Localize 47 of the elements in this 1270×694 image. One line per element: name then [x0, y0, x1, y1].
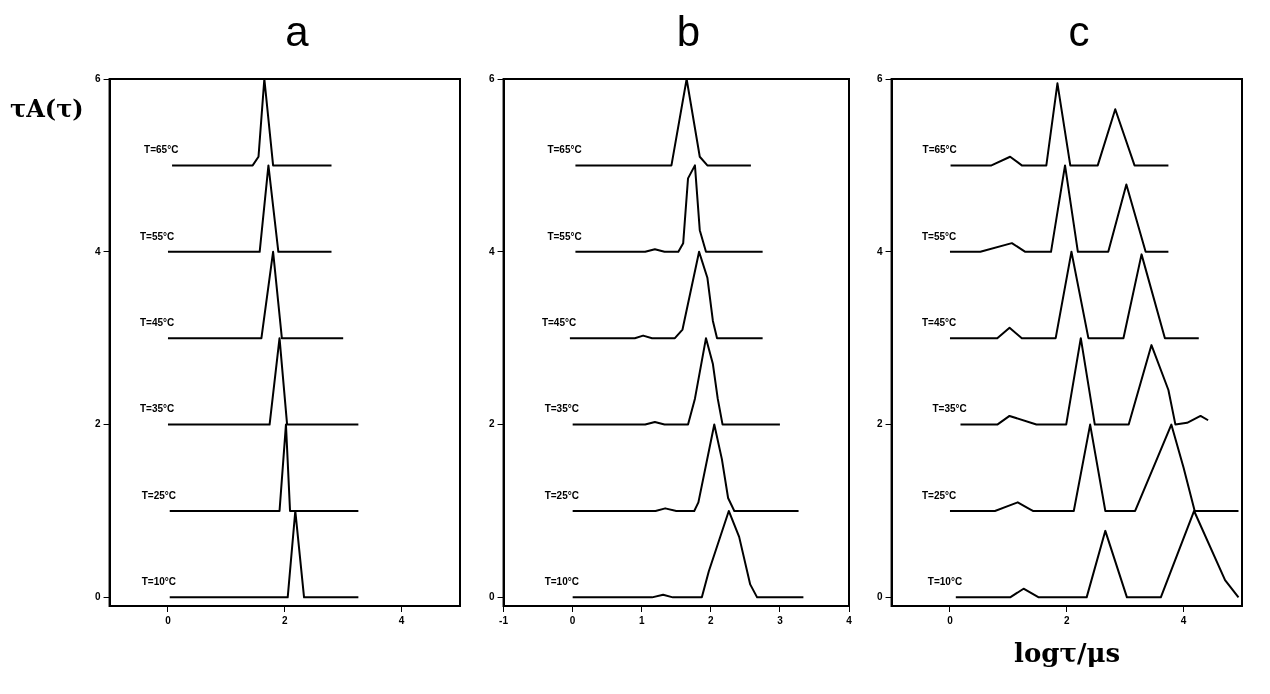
- series-label: T=45°C: [139, 316, 175, 328]
- series-label: T=65°C: [144, 144, 179, 156]
- series-label: T=35°C: [544, 403, 579, 415]
- chart-title: c: [1067, 8, 1091, 56]
- series-label: T=10°C: [544, 576, 579, 588]
- x-tick-label: 2: [1064, 614, 1070, 626]
- series-label: T=25°C: [921, 489, 957, 501]
- y-tick-label: 0: [877, 591, 883, 603]
- y-tick-label: 2: [489, 418, 495, 430]
- x-tick-label: 0: [165, 614, 172, 626]
- x-tick-label: 0: [947, 614, 954, 626]
- series-label: T=55°C: [921, 230, 957, 242]
- y-tick-label: 6: [489, 72, 495, 84]
- series-label: T=65°C: [547, 144, 582, 156]
- x-axis-title: logτ/μs: [1014, 638, 1121, 668]
- y-tick-label: 0: [95, 591, 101, 603]
- series-label: T=10°C: [927, 576, 963, 588]
- y-tick-label: 4: [95, 245, 101, 257]
- x-tick-label: -1: [499, 614, 509, 626]
- y-tick-label: 6: [95, 72, 101, 84]
- series-label: T=25°C: [544, 489, 579, 501]
- y-tick-label: 2: [95, 418, 101, 430]
- y-tick-label: 6: [877, 72, 883, 84]
- y-tick-label: 0: [489, 591, 495, 603]
- series-label: T=25°C: [141, 489, 177, 501]
- series-label: T=35°C: [139, 403, 175, 415]
- x-tick-label: 4: [398, 614, 405, 626]
- series-label: T=35°C: [932, 403, 967, 415]
- x-tick-label: 4: [846, 614, 853, 626]
- series-label: T=65°C: [922, 144, 957, 156]
- series-label: T=45°C: [921, 316, 957, 328]
- series-label: T=45°C: [541, 316, 577, 328]
- x-tick-label: 4: [1180, 614, 1187, 626]
- series-label: T=55°C: [139, 230, 175, 242]
- x-tick-label: 0: [569, 614, 576, 626]
- chart-title: b: [675, 8, 702, 56]
- x-tick-label: 3: [777, 614, 784, 626]
- x-tick-label: 2: [708, 614, 715, 626]
- y-axis-title: τA(τ): [10, 94, 84, 123]
- chart-title: a: [284, 8, 310, 56]
- x-tick-label: 2: [282, 614, 288, 626]
- y-tick-label: 2: [877, 418, 883, 430]
- y-tick-label: 4: [877, 245, 883, 257]
- y-tick-label: 4: [489, 245, 495, 257]
- series-label: T=55°C: [547, 230, 582, 242]
- x-tick-label: 1: [638, 614, 645, 626]
- series-label: T=10°C: [141, 576, 177, 588]
